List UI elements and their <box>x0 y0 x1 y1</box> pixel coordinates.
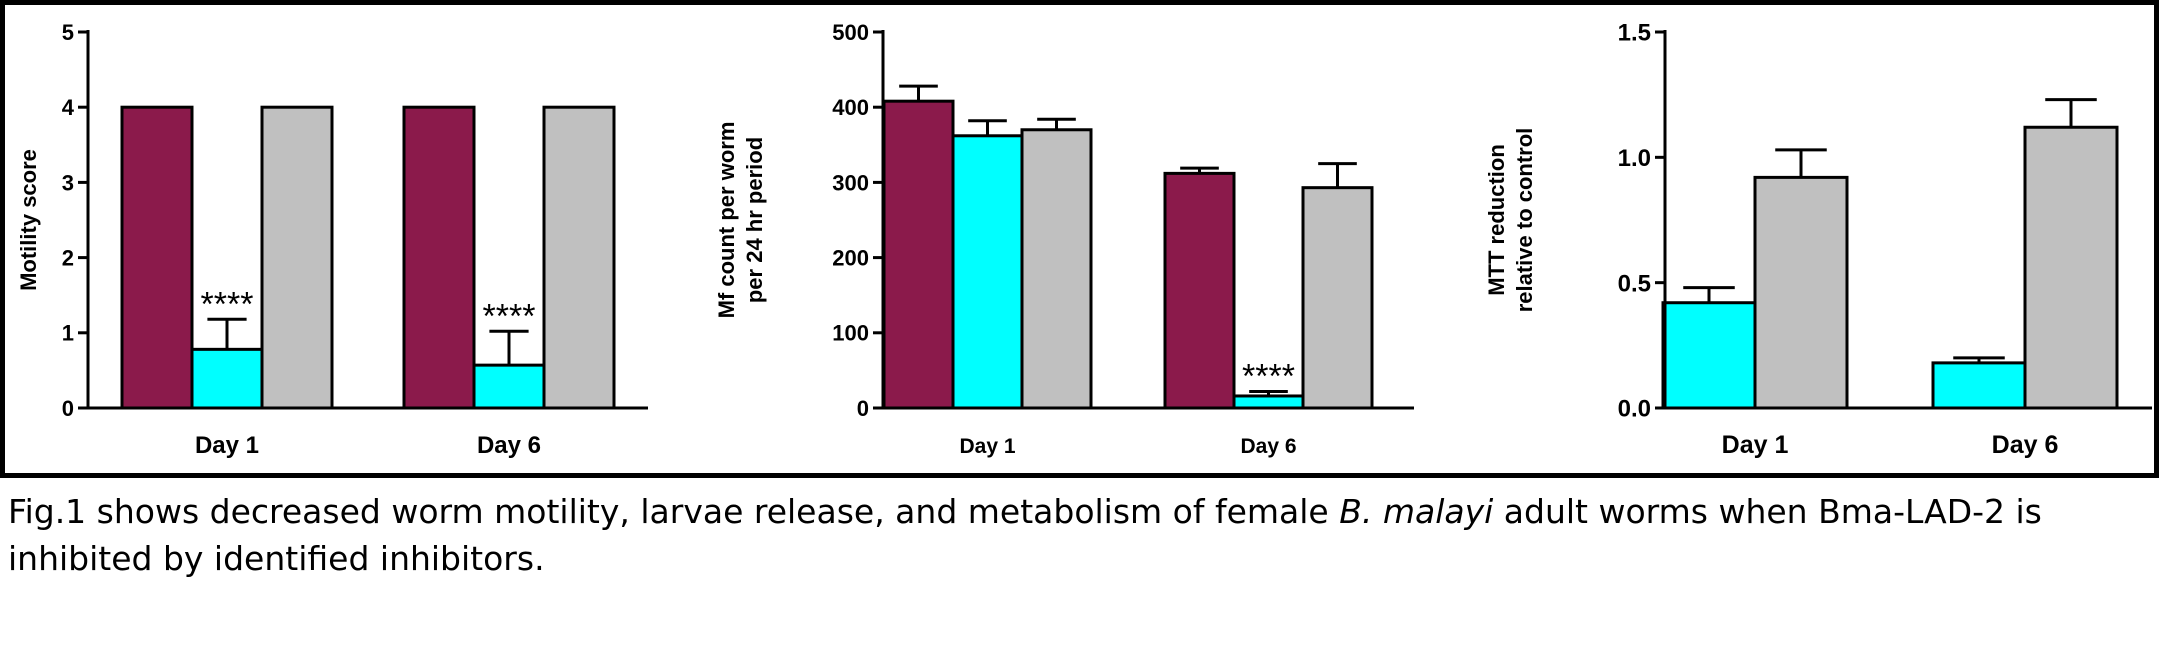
x-category-label: Day 1 <box>195 432 259 459</box>
y-tick-label: 0.5 <box>1618 270 1651 297</box>
x-category-label: Day 1 <box>1722 431 1789 459</box>
chart-3: 0.0 0.5 1.0 1.5 Day 1 Day 6 MTT reduction relat… <box>1484 20 2152 459</box>
y-tick-label: 1.0 <box>1618 145 1651 172</box>
bar-day-6-series-3 <box>1301 186 1374 410</box>
y-tick-label: 400 <box>832 95 869 120</box>
y-tick-label: 0.0 <box>1618 396 1651 423</box>
significance-label: **** <box>483 297 536 335</box>
y-axis-label-line: relative to control <box>1512 128 1537 313</box>
y-tick-label: 200 <box>832 246 869 271</box>
bar-day-1-series-3 <box>260 105 334 410</box>
y-tick-label: 5 <box>62 20 74 45</box>
y-tick-label: 0 <box>62 396 74 421</box>
y-tick-label: 500 <box>832 20 869 45</box>
bar-day-6-series-1 <box>1163 171 1236 410</box>
chart-1: **** **** 0 1 2 3 4 5 Day 1 Day 6 Motility score <box>16 20 648 459</box>
bar-day-1-series-1 <box>1661 301 1757 410</box>
y-axis-label-line: Mf count per worm <box>714 122 739 319</box>
bar-day-1-series-1 <box>882 99 955 410</box>
bar-day-1-series-3 <box>1020 128 1093 410</box>
bar-day-6-series-2 <box>472 363 546 410</box>
y-axis-label-line: Motility score <box>16 149 41 291</box>
x-category-label: Day 6 <box>1240 435 1296 458</box>
bar-day-6-series-1 <box>1931 361 2027 410</box>
y-tick-label: 4 <box>62 95 75 120</box>
bar-day-6-series-1 <box>402 105 476 410</box>
y-axis-label: MTT reduction relative to control <box>1484 128 1537 313</box>
x-category-label: Day 6 <box>477 432 541 459</box>
x-category-label: Day 6 <box>1992 431 2059 459</box>
caption-text-start: Fig.1 shows decreased worm motility, lar… <box>8 492 1340 531</box>
y-tick-label: 100 <box>832 321 869 346</box>
y-tick-label: 1.5 <box>1618 20 1651 47</box>
bar-day-1-series-2 <box>951 134 1024 410</box>
y-tick-label: 300 <box>832 170 869 195</box>
bar-day-1-series-2 <box>1753 175 1849 410</box>
caption-text-end: adult worms when Bma-LAD-2 is inhibited … <box>8 492 2042 578</box>
y-axis-label-line: MTT reduction <box>1484 144 1509 296</box>
y-tick-label: 2 <box>62 246 74 271</box>
significance-label: **** <box>1242 357 1295 395</box>
bar-day-1-series-2 <box>190 347 264 410</box>
y-tick-label: 0 <box>857 396 869 421</box>
chart-2: **** 0 100 200 300 400 500 Day 1 Day 6 Mf count p… <box>714 20 1414 458</box>
bar-day-6-series-3 <box>542 105 616 410</box>
x-category-label: Day 1 <box>959 435 1015 458</box>
significance-label: **** <box>201 285 254 323</box>
bar-day-6-series-2 <box>2023 125 2119 410</box>
y-tick-label: 3 <box>62 170 74 195</box>
bar-day-6-series-2 <box>1232 394 1305 410</box>
caption-species: B. malayi <box>1339 492 1494 531</box>
y-axis-label: Motility score <box>16 149 41 291</box>
y-axis-label: Mf count per worm per 24 hr period <box>714 122 767 319</box>
y-axis-label-line: per 24 hr period <box>742 137 767 303</box>
bar-day-1-series-1 <box>120 105 194 410</box>
y-tick-label: 1 <box>62 321 74 346</box>
figure-caption: Fig.1 shows decreased worm motility, lar… <box>8 488 2148 582</box>
